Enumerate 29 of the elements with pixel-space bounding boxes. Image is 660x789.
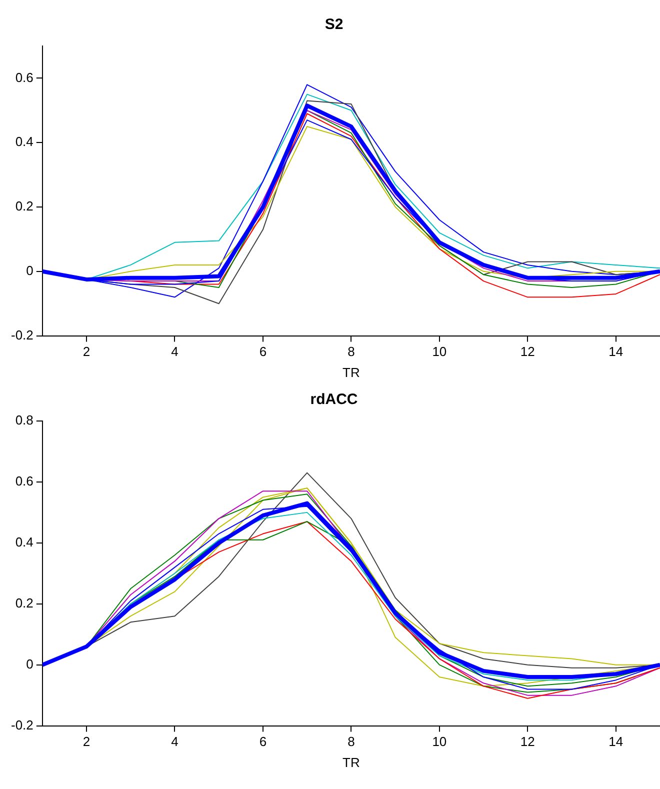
y-tick-label: -0.2	[10, 717, 34, 732]
x-axis-title: TR	[342, 754, 360, 770]
y-tick-label: 0.4	[15, 134, 34, 150]
chart-title: S2	[324, 16, 344, 34]
x-tick-label: 4	[171, 734, 178, 750]
x-axis-title: TR	[342, 364, 360, 380]
x-tick-label: 14	[608, 344, 624, 360]
x-tick-label: 6	[259, 734, 267, 750]
x-tick-label: 10	[432, 734, 447, 750]
y-tick-label: 0.4	[15, 534, 34, 550]
y-tick-label: 0	[26, 262, 34, 278]
y-tick-label: 0.6	[15, 474, 34, 489]
x-tick-label: 6	[259, 344, 267, 360]
x-tick-label: 10	[432, 344, 447, 360]
x-tick-label: 14	[608, 734, 624, 750]
chart-title: rdACC	[310, 391, 358, 408]
y-tick-label: 0.6	[15, 70, 34, 85]
x-tick-label: 12	[520, 344, 535, 360]
y-tick-label: 0	[26, 656, 34, 672]
y-tick-label: 0.2	[15, 198, 34, 214]
x-tick-label: 12	[520, 734, 535, 750]
x-tick-label: 8	[348, 734, 355, 750]
x-tick-label: 8	[348, 344, 355, 360]
x-tick-label: 2	[82, 344, 90, 360]
y-tick-label: -0.2	[10, 327, 34, 342]
x-tick-label: 4	[171, 344, 178, 360]
y-tick-label: 0.8	[15, 412, 34, 428]
x-tick-label: 2	[82, 734, 90, 750]
y-tick-label: 0.2	[15, 595, 34, 610]
